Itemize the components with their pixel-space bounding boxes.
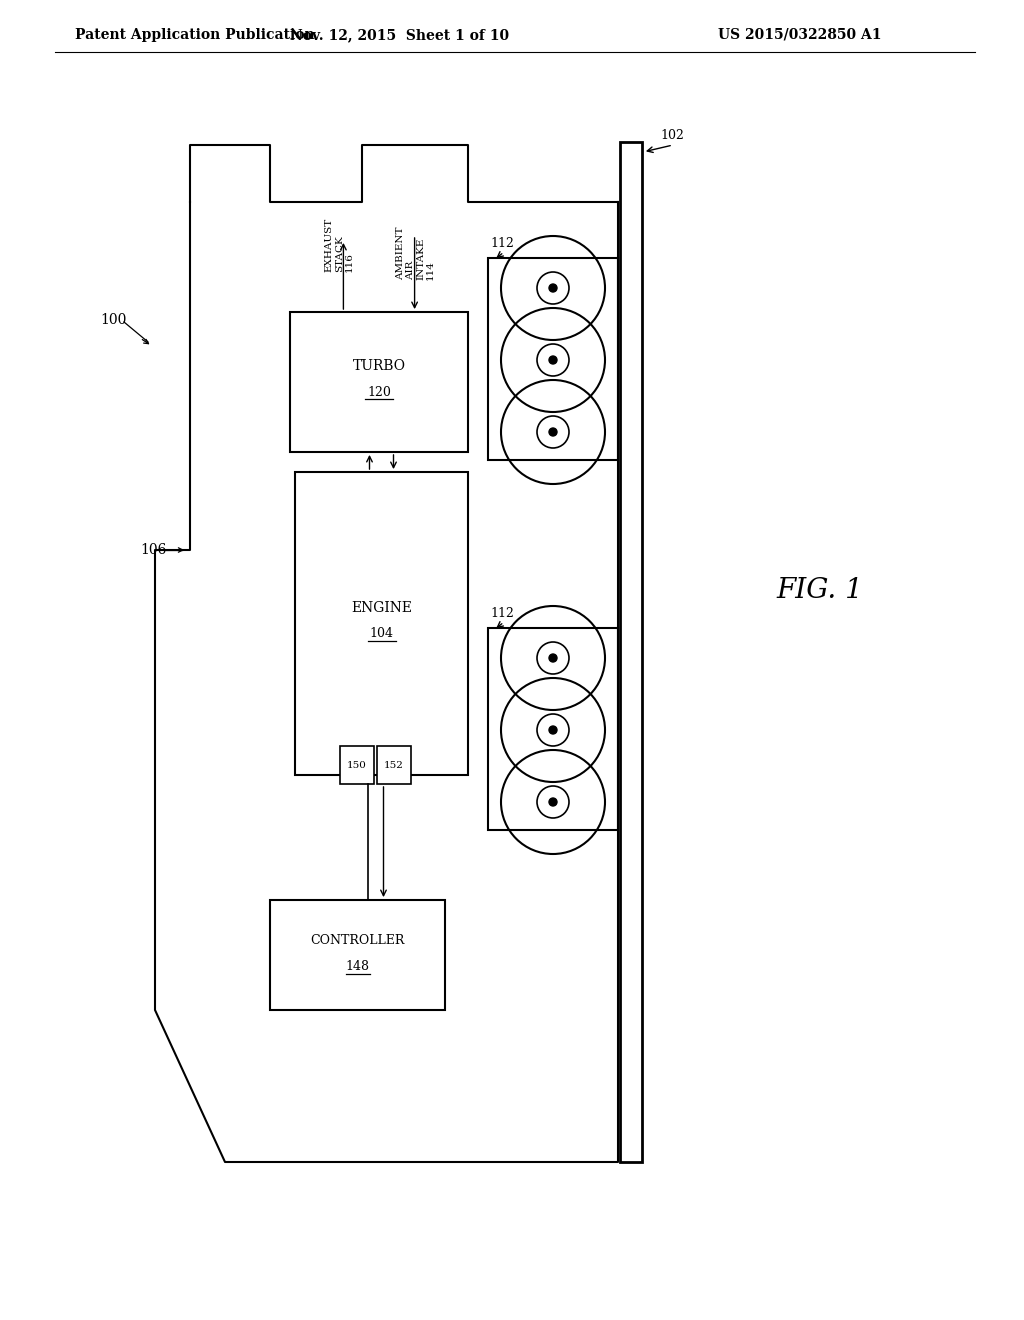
- Circle shape: [549, 726, 557, 734]
- Bar: [488, 257, 618, 459]
- Circle shape: [549, 799, 557, 807]
- Text: 112: 112: [490, 238, 514, 249]
- Text: 106: 106: [140, 543, 166, 557]
- Text: 112: 112: [490, 607, 514, 620]
- Bar: [377, 746, 411, 784]
- Bar: [340, 746, 374, 784]
- Circle shape: [549, 653, 557, 663]
- Bar: [488, 628, 618, 830]
- Text: EXHAUST: EXHAUST: [325, 218, 334, 272]
- Bar: [620, 143, 642, 1162]
- Text: FIG. 1: FIG. 1: [776, 577, 863, 603]
- Bar: [270, 900, 445, 1010]
- Bar: [295, 473, 468, 775]
- Text: US 2015/0322850 A1: US 2015/0322850 A1: [718, 28, 882, 42]
- Text: AIR: AIR: [407, 260, 415, 280]
- Text: INTAKE: INTAKE: [416, 238, 425, 280]
- Text: Patent Application Publication: Patent Application Publication: [75, 28, 314, 42]
- Text: 148: 148: [345, 961, 370, 974]
- Text: TURBO: TURBO: [352, 359, 406, 374]
- Text: 152: 152: [384, 760, 403, 770]
- Text: 150: 150: [347, 760, 367, 770]
- Text: 114: 114: [426, 260, 435, 280]
- Text: STACK: STACK: [335, 235, 344, 272]
- Text: 102: 102: [660, 129, 684, 143]
- Circle shape: [549, 356, 557, 364]
- Text: Nov. 12, 2015  Sheet 1 of 10: Nov. 12, 2015 Sheet 1 of 10: [291, 28, 510, 42]
- Text: 100: 100: [100, 313, 126, 327]
- Text: AMBIENT: AMBIENT: [396, 227, 406, 280]
- Text: ENGINE: ENGINE: [351, 601, 412, 615]
- Bar: [290, 312, 468, 451]
- Text: 116: 116: [345, 252, 354, 272]
- Text: 120: 120: [367, 385, 391, 399]
- Circle shape: [549, 428, 557, 436]
- Text: CONTROLLER: CONTROLLER: [310, 935, 404, 948]
- Text: 104: 104: [370, 627, 393, 640]
- Circle shape: [549, 284, 557, 292]
